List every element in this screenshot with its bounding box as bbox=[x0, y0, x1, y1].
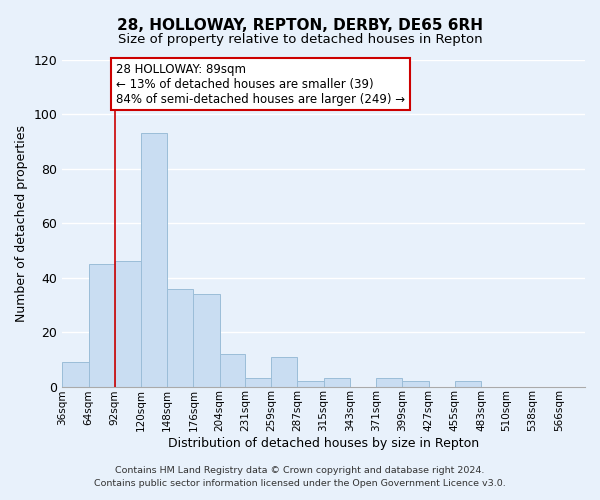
Text: 28, HOLLOWAY, REPTON, DERBY, DE65 6RH: 28, HOLLOWAY, REPTON, DERBY, DE65 6RH bbox=[117, 18, 483, 32]
Bar bbox=[376, 378, 403, 386]
Bar bbox=[403, 381, 428, 386]
Bar bbox=[245, 378, 271, 386]
Text: Size of property relative to detached houses in Repton: Size of property relative to detached ho… bbox=[118, 32, 482, 46]
Bar bbox=[89, 264, 115, 386]
Bar bbox=[271, 356, 298, 386]
Bar bbox=[455, 381, 481, 386]
X-axis label: Distribution of detached houses by size in Repton: Distribution of detached houses by size … bbox=[168, 437, 479, 450]
Bar bbox=[323, 378, 350, 386]
Bar bbox=[220, 354, 245, 386]
Bar bbox=[115, 262, 141, 386]
Bar bbox=[298, 381, 323, 386]
Bar bbox=[193, 294, 220, 386]
Text: 28 HOLLOWAY: 89sqm
← 13% of detached houses are smaller (39)
84% of semi-detache: 28 HOLLOWAY: 89sqm ← 13% of detached hou… bbox=[116, 62, 405, 106]
Y-axis label: Number of detached properties: Number of detached properties bbox=[15, 125, 28, 322]
Bar bbox=[141, 134, 167, 386]
Text: Contains HM Land Registry data © Crown copyright and database right 2024.
Contai: Contains HM Land Registry data © Crown c… bbox=[94, 466, 506, 487]
Bar bbox=[62, 362, 89, 386]
Bar bbox=[167, 288, 193, 386]
